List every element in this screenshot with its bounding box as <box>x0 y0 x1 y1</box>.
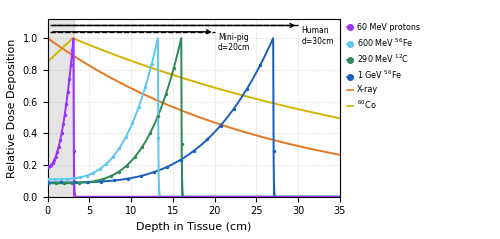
Text: Mini-pig
d=20cm: Mini-pig d=20cm <box>218 33 250 52</box>
Point <box>64 177 72 181</box>
Point <box>154 136 162 140</box>
Point <box>146 131 154 135</box>
Point <box>96 167 104 171</box>
Point <box>66 77 74 81</box>
Point <box>84 180 92 184</box>
Point <box>116 146 124 150</box>
Point <box>135 105 143 109</box>
Point <box>84 180 92 184</box>
Point <box>97 180 105 184</box>
Point <box>230 107 238 111</box>
Point <box>162 92 170 96</box>
Point <box>59 122 67 126</box>
Point <box>91 179 99 183</box>
Point <box>68 48 76 52</box>
Point <box>243 87 251 91</box>
Point <box>47 163 55 167</box>
Point <box>68 181 76 185</box>
Point <box>122 135 130 139</box>
Point <box>142 85 150 89</box>
Point <box>44 181 52 185</box>
Point <box>124 177 132 181</box>
Point <box>53 150 61 154</box>
Point <box>76 175 84 179</box>
Point <box>137 174 145 178</box>
Point <box>99 177 107 181</box>
Point <box>60 181 68 185</box>
Point <box>270 149 278 153</box>
Point <box>50 177 58 181</box>
Point <box>44 181 52 185</box>
Point <box>70 176 78 180</box>
Point <box>128 121 136 125</box>
Point <box>58 131 66 135</box>
Point <box>216 124 224 127</box>
Point <box>70 180 78 184</box>
Point <box>176 158 184 162</box>
Point <box>178 142 186 146</box>
Point <box>102 162 110 166</box>
Bar <box>48 19 74 197</box>
Point <box>76 181 84 185</box>
Point <box>56 138 64 142</box>
Point <box>67 63 75 67</box>
Point <box>109 155 117 159</box>
Point <box>256 63 264 67</box>
Point <box>115 170 123 174</box>
Point <box>52 181 60 185</box>
Point <box>110 179 118 182</box>
Point <box>148 62 156 65</box>
Point <box>83 174 91 177</box>
Point <box>64 90 72 94</box>
Point <box>203 137 211 141</box>
Text: Human
d=30cm: Human d=30cm <box>302 26 334 46</box>
Point <box>170 66 178 70</box>
Point <box>54 145 62 149</box>
Point <box>62 102 70 106</box>
Point <box>107 174 115 178</box>
Point <box>154 114 162 117</box>
Point <box>44 177 52 181</box>
Point <box>48 161 56 165</box>
Point <box>130 155 138 159</box>
Point <box>190 149 198 153</box>
Point <box>70 149 78 153</box>
Point <box>57 177 65 181</box>
Point <box>150 170 158 174</box>
Y-axis label: Relative Dose Deposition: Relative Dose Deposition <box>7 38 17 178</box>
Point <box>138 145 146 148</box>
Point <box>58 181 66 185</box>
X-axis label: Depth in Tissue (cm): Depth in Tissue (cm) <box>136 222 252 232</box>
Point <box>122 164 130 168</box>
Point <box>46 164 54 168</box>
Point <box>61 113 69 116</box>
Point <box>50 158 58 162</box>
Point <box>52 155 60 159</box>
Point <box>44 165 52 168</box>
Legend: 60 MeV protons, 600 MeV $^{56}$Fe, 290 MeV $^{12}$C, 1 GeV $^{56}$Fe, X-ray, $^{: 60 MeV protons, 600 MeV $^{56}$Fe, 290 M… <box>347 23 420 111</box>
Point <box>90 171 98 175</box>
Point <box>164 165 172 169</box>
